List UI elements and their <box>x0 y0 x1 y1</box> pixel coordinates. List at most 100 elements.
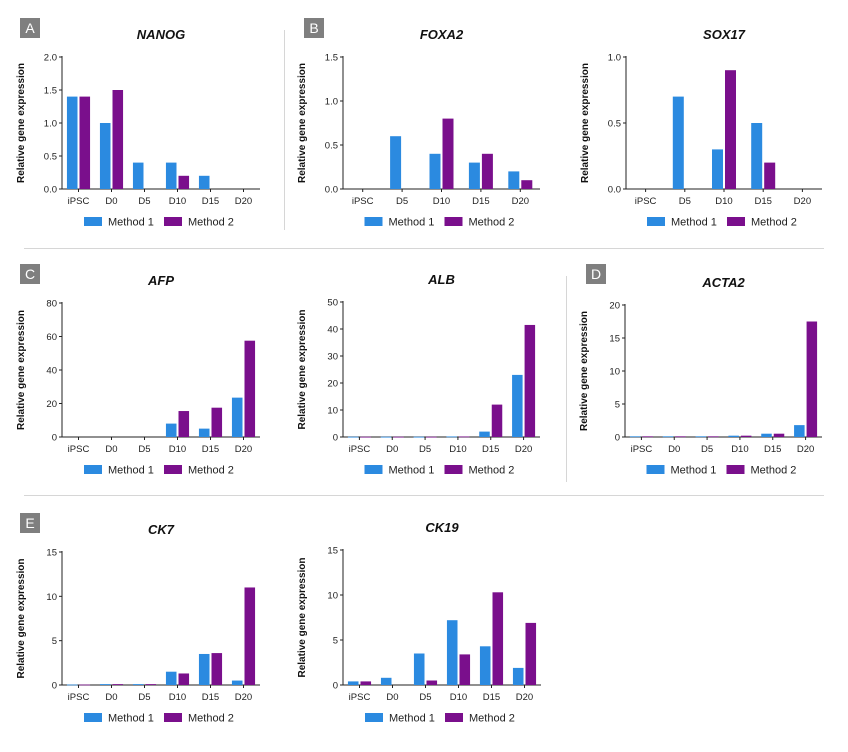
bar-method-1-d20 <box>231 680 243 685</box>
bar-method-1-d0 <box>380 677 392 685</box>
legend: Method 1 Method 2 <box>84 713 234 725</box>
bar-method-2-d15 <box>491 404 503 437</box>
chart-title: NANOG <box>137 27 185 42</box>
bar-method-2-ipsc <box>360 681 372 685</box>
y-tick-label: 0.0 <box>325 185 338 196</box>
bar-method-1-d10 <box>446 620 458 685</box>
y-axis-label: Relative gene expression <box>297 309 308 429</box>
y-tick-label: 0.0 <box>608 185 621 196</box>
bar-method-1-ipsc <box>629 436 641 438</box>
legend-label-method-2: Method 2 <box>188 217 234 229</box>
legend-label-method-1: Method 1 <box>108 713 154 725</box>
panel-label-c: C <box>20 264 40 284</box>
bar-method-1-d15 <box>761 433 772 437</box>
bar-method-1-d15 <box>198 653 210 685</box>
bar-method-1-d0 <box>380 436 392 438</box>
y-tick-label: 0.5 <box>44 152 57 163</box>
x-tick-label: D0 <box>105 196 117 207</box>
x-tick-label: D20 <box>235 444 252 455</box>
legend-swatch-method-2 <box>164 217 182 226</box>
y-tick-label: 0.0 <box>44 185 57 196</box>
chart-alb: ALB Relative gene expression 0 10 20 30 40 50 iP… <box>297 272 540 477</box>
legend: Method 1 Method 2 <box>646 465 796 477</box>
y-tick-label: 10 <box>327 406 338 417</box>
y-tick-label: 1.5 <box>325 53 338 64</box>
legend-swatch-method-2 <box>444 217 463 226</box>
y-tick-label: 40 <box>327 325 338 336</box>
y-tick-label: 15 <box>609 334 620 345</box>
bar-method-2-d10 <box>459 654 471 685</box>
bar-method-1-d10 <box>165 671 177 685</box>
x-tick-label: iPSC <box>352 196 374 207</box>
y-tick-label: 0 <box>333 433 338 444</box>
x-tick-label: D5 <box>701 444 713 455</box>
bar-method-2-d20 <box>525 622 537 685</box>
bar-method-1-d10 <box>728 435 739 437</box>
bar-method-1-d5 <box>672 96 684 189</box>
bar-method-2-d15 <box>492 592 504 685</box>
x-tick-label: D20 <box>516 692 533 703</box>
chart-sox17: SOX17 Relative gene expression 0.0 0.5 1.0 iP… <box>580 27 822 229</box>
bar-method-2-d10 <box>178 411 190 437</box>
legend-swatch-method-1 <box>84 217 102 226</box>
y-tick-label: 2.0 <box>44 53 57 64</box>
bar-method-2-d15 <box>764 162 776 189</box>
x-tick-label: D10 <box>433 196 450 207</box>
bar-method-2-d10 <box>442 118 454 189</box>
x-tick-label: D15 <box>202 444 219 455</box>
bar-method-1-d20 <box>508 171 520 189</box>
bar-method-1-d0 <box>662 436 674 438</box>
bar-method-1-d5 <box>695 436 707 438</box>
x-tick-label: D15 <box>482 444 499 455</box>
y-axis-label: Relative gene expression <box>16 310 27 430</box>
legend-swatch-method-2 <box>164 713 182 722</box>
bar-method-1-d15 <box>751 123 763 189</box>
y-tick-label: 5 <box>333 636 338 647</box>
bar-method-2-d5 <box>426 436 437 438</box>
chart-ck19: CK19 Relative gene expression 0 5 10 15 iPSC D0… <box>297 520 541 725</box>
y-axis-label: Relative gene expression <box>16 558 27 678</box>
bar-method-1-d20 <box>794 425 805 437</box>
bar-method-1-d20 <box>231 397 243 437</box>
y-tick-label: 0 <box>333 681 338 692</box>
y-axis-label: Relative gene expression <box>579 311 590 431</box>
bar-method-2-d15 <box>211 653 223 685</box>
x-tick-label: D0 <box>668 444 680 455</box>
legend-swatch-method-1 <box>84 713 102 722</box>
chart-title: ALB <box>427 272 455 287</box>
y-tick-label: 20 <box>46 399 57 410</box>
legend-label-method-1: Method 1 <box>671 465 717 477</box>
panel-label-e: E <box>20 513 40 533</box>
bar-method-1-d10 <box>165 162 177 189</box>
legend: Method 1 Method 2 <box>84 465 234 477</box>
x-tick-label: D10 <box>169 692 186 703</box>
bar-method-2-d20 <box>521 180 533 189</box>
bar-method-2-ipsc <box>360 436 371 438</box>
chart-title: CK7 <box>148 522 175 537</box>
bar-method-2-d20 <box>524 324 536 437</box>
x-tick-label: D15 <box>764 444 781 455</box>
bar-method-1-d10 <box>429 153 441 189</box>
bar-method-1-d10 <box>165 423 177 437</box>
x-tick-label: D5 <box>419 444 431 455</box>
legend-label-method-1: Method 1 <box>389 465 435 477</box>
legend-swatch-method-2 <box>726 465 745 474</box>
bar-method-1-d15 <box>198 175 210 189</box>
y-tick-label: 15 <box>327 546 338 557</box>
chart-title: FOXA2 <box>420 27 464 42</box>
x-tick-label: D5 <box>419 692 431 703</box>
y-axis-label: Relative gene expression <box>297 557 308 677</box>
x-tick-label: iPSC <box>68 196 90 207</box>
chart-ck7: CK7 Relative gene expression 0 5 10 15 iPSC D0 D… <box>16 522 260 725</box>
bar-method-1-d5 <box>413 653 425 685</box>
x-tick-label: D10 <box>715 196 732 207</box>
x-tick-label: iPSC <box>68 444 90 455</box>
bar-method-1-d15 <box>479 646 491 685</box>
chart-nanog: NANOG Relative gene expression 0.0 0.5 1.0 1.… <box>16 27 260 229</box>
legend: Method 1 Method 2 <box>365 713 515 725</box>
x-tick-label: D10 <box>169 196 186 207</box>
bar-method-1-d5 <box>390 136 402 189</box>
row-divider-1 <box>24 248 824 249</box>
legend-swatch-method-1 <box>84 465 102 474</box>
